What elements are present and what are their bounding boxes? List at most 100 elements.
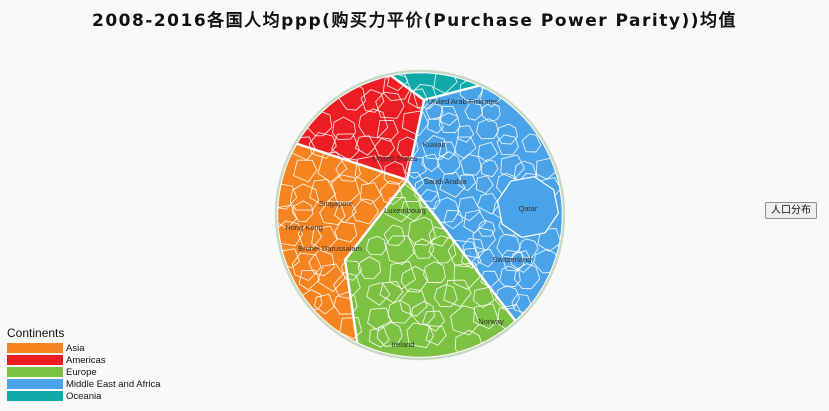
country-cell bbox=[396, 136, 419, 158]
country-cell bbox=[422, 310, 446, 332]
country-cell bbox=[499, 265, 521, 288]
country-cell bbox=[401, 110, 430, 137]
country-cell bbox=[367, 307, 392, 332]
country-cell bbox=[496, 134, 519, 156]
population-distribution-button[interactable]: 人口分布 bbox=[765, 202, 817, 219]
legend-swatch bbox=[7, 379, 63, 389]
country-cell bbox=[459, 153, 483, 176]
country-cell bbox=[360, 88, 385, 113]
country-cell bbox=[407, 216, 437, 246]
country-cell bbox=[311, 225, 338, 252]
country-labels: Singapore Hong Kong Brunei Darussalam Unite… bbox=[285, 97, 538, 349]
country-cell bbox=[439, 171, 466, 198]
country-cell bbox=[425, 102, 444, 121]
legend-label: Oceania bbox=[66, 390, 102, 402]
country-cell bbox=[458, 174, 477, 192]
country-cell bbox=[438, 105, 459, 127]
country-cell bbox=[383, 224, 406, 246]
country-cell bbox=[460, 247, 482, 269]
country-cell bbox=[476, 193, 500, 215]
country-cell bbox=[334, 221, 358, 243]
country-cell bbox=[297, 225, 323, 250]
country-cell bbox=[314, 293, 335, 315]
country-cell bbox=[317, 151, 348, 183]
country-label: Hong Kong bbox=[285, 223, 323, 232]
country-cell bbox=[382, 73, 411, 102]
country-cell bbox=[477, 219, 496, 237]
country-cell bbox=[375, 91, 405, 119]
country-cell bbox=[291, 252, 322, 282]
country-cell bbox=[411, 300, 436, 325]
country-cell bbox=[510, 250, 534, 273]
legend-item-oceania: Oceania bbox=[7, 390, 161, 402]
country-cell bbox=[389, 260, 417, 290]
country-cell bbox=[369, 326, 390, 348]
country-cell bbox=[374, 137, 396, 158]
country-label: Ireland bbox=[392, 340, 415, 349]
country-cell bbox=[511, 293, 532, 313]
legend-title: Continents bbox=[7, 326, 65, 340]
country-cell bbox=[433, 72, 458, 94]
country-cell bbox=[477, 141, 499, 163]
country-cell bbox=[433, 284, 458, 308]
country-cell bbox=[495, 285, 520, 310]
country-cell bbox=[277, 220, 304, 247]
country-cell bbox=[418, 188, 441, 210]
country-cell bbox=[473, 303, 500, 330]
country-cell bbox=[406, 322, 435, 349]
country-cell bbox=[309, 178, 337, 207]
country-cell bbox=[533, 248, 558, 274]
country-label: Switzerland bbox=[493, 255, 532, 264]
country-cell bbox=[450, 305, 481, 336]
country-cell bbox=[481, 101, 501, 122]
legend-label: Middle East and Africa bbox=[66, 378, 161, 390]
country-cell bbox=[447, 239, 478, 268]
country-cell bbox=[477, 248, 497, 268]
outer-ring bbox=[274, 69, 566, 361]
country-label: Singapore bbox=[319, 199, 353, 208]
country-label: Norway bbox=[478, 317, 504, 326]
country-cell bbox=[421, 153, 441, 173]
country-cell bbox=[414, 176, 439, 202]
country-cell bbox=[357, 256, 381, 280]
country-cell bbox=[308, 131, 337, 160]
country-cell bbox=[438, 141, 457, 160]
country-cell bbox=[423, 261, 446, 283]
country-cell bbox=[385, 235, 416, 266]
legend-swatch bbox=[7, 343, 63, 353]
country-cell bbox=[436, 151, 461, 175]
legend-swatch bbox=[7, 355, 63, 365]
country-cell bbox=[317, 263, 347, 293]
country-label: Qatar bbox=[519, 204, 538, 213]
country-cell bbox=[472, 286, 495, 309]
legend-item-asia: Asia bbox=[7, 342, 161, 354]
legend: Continents Asia Americas Europe Middle E… bbox=[7, 326, 161, 402]
country-cell bbox=[330, 174, 361, 205]
country-cell bbox=[354, 155, 384, 185]
country-cell bbox=[403, 171, 425, 193]
country-cell bbox=[366, 235, 387, 256]
country-cell bbox=[399, 288, 428, 317]
country-cell bbox=[537, 228, 562, 253]
country-cell bbox=[333, 271, 361, 300]
country-cell bbox=[457, 125, 475, 143]
country-cell bbox=[331, 133, 361, 161]
country-cell bbox=[379, 180, 403, 205]
country-cell bbox=[443, 279, 472, 308]
country-cell bbox=[383, 161, 407, 185]
country-cell bbox=[384, 196, 411, 223]
country-cell bbox=[443, 209, 464, 230]
legend-swatch bbox=[7, 391, 63, 401]
country-label: United Arab Emirates bbox=[428, 97, 499, 106]
country-cell bbox=[386, 72, 409, 92]
country-cell bbox=[480, 159, 499, 178]
chart-title: 2008-2016各国人均ppp(购买力平价(Purchase Power Pa… bbox=[91, 11, 737, 31]
country-cell bbox=[334, 201, 357, 224]
country-label: Saudi Arabia bbox=[424, 177, 467, 186]
country-cell bbox=[500, 154, 526, 180]
country-cell bbox=[407, 88, 430, 111]
country-cell bbox=[277, 183, 298, 210]
legend-swatch bbox=[7, 367, 63, 377]
country-cell bbox=[340, 260, 363, 281]
